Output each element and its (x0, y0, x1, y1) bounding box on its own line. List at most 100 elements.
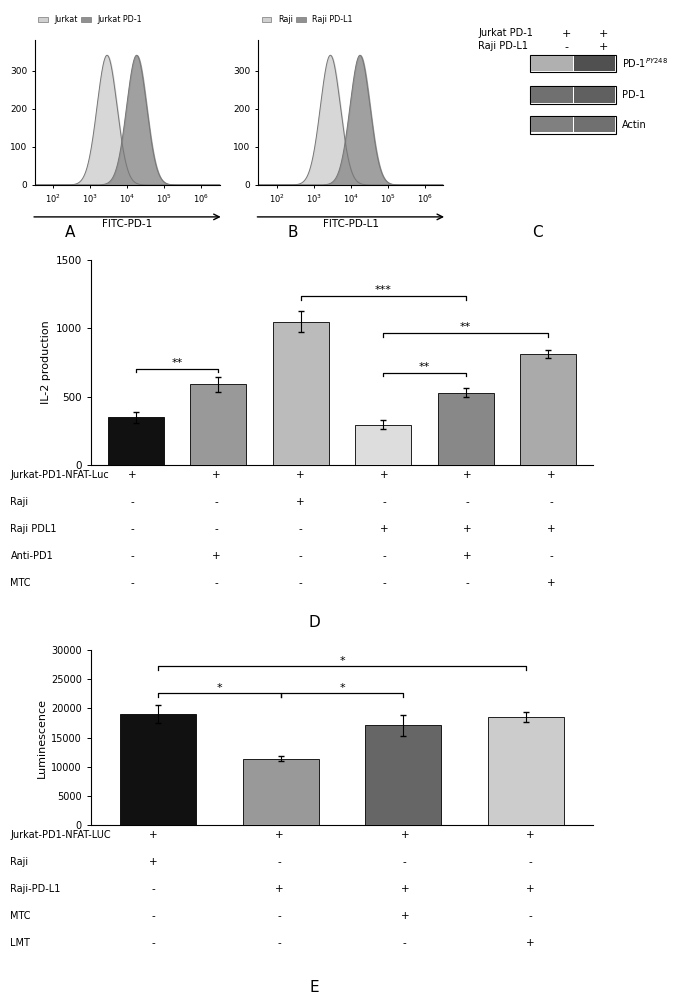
Text: +: + (463, 551, 472, 561)
Text: +: + (380, 470, 388, 480)
Text: -: - (466, 578, 470, 588)
Y-axis label: IL-2 production: IL-2 production (41, 321, 51, 404)
Text: +: + (401, 830, 409, 840)
Text: +: + (296, 470, 304, 480)
Text: -: - (528, 857, 533, 867)
X-axis label: FITC-PD-1: FITC-PD-1 (103, 219, 152, 229)
Bar (120, 714, 196, 825)
Text: -: - (298, 551, 302, 561)
Text: -: - (151, 884, 156, 894)
Text: -: - (214, 578, 218, 588)
Bar (191, 384, 246, 465)
Text: *: * (339, 683, 345, 693)
Bar (355, 425, 411, 465)
Y-axis label: Luminescence: Luminescence (37, 698, 47, 778)
Text: +: + (149, 830, 158, 840)
Text: -: - (549, 497, 554, 507)
Text: +: + (526, 884, 535, 894)
Text: -: - (382, 578, 386, 588)
Text: Raji: Raji (10, 497, 29, 507)
Bar (108, 417, 164, 465)
Text: Jurkat PD-1: Jurkat PD-1 (478, 28, 533, 38)
Text: +: + (547, 578, 556, 588)
Text: +: + (401, 884, 409, 894)
Text: LMT: LMT (10, 938, 30, 948)
Text: Jurkat-PD1-NFAT-Luc: Jurkat-PD1-NFAT-Luc (10, 470, 109, 480)
Bar (531, 56, 573, 71)
Text: Anti-PD1: Anti-PD1 (10, 551, 53, 561)
Bar (574, 56, 615, 71)
Bar (520, 354, 576, 465)
Bar (574, 117, 615, 132)
Text: Raji: Raji (10, 857, 29, 867)
Text: +: + (380, 524, 388, 534)
Text: +: + (599, 42, 609, 52)
Text: **: ** (419, 362, 430, 372)
Text: D: D (309, 615, 320, 630)
Text: *: * (339, 656, 345, 666)
Text: +: + (562, 29, 572, 39)
Text: -: - (277, 911, 281, 921)
Text: MTC: MTC (10, 911, 31, 921)
Bar (531, 117, 573, 132)
Text: +: + (275, 884, 283, 894)
Bar (530, 116, 616, 133)
Text: -: - (382, 497, 386, 507)
Text: -: - (403, 938, 407, 948)
Text: -: - (549, 551, 554, 561)
Text: Raji PD-L1: Raji PD-L1 (478, 41, 528, 51)
Text: +: + (275, 830, 283, 840)
Text: +: + (547, 470, 556, 480)
X-axis label: FITC-PD-L1: FITC-PD-L1 (322, 219, 379, 229)
Text: -: - (214, 524, 218, 534)
Text: -: - (277, 938, 281, 948)
Legend: Raji, Raji PD-L1: Raji, Raji PD-L1 (258, 12, 356, 28)
Text: -: - (214, 497, 218, 507)
Bar (530, 86, 616, 104)
Text: -: - (151, 938, 156, 948)
Bar (488, 717, 564, 825)
Text: -: - (277, 857, 281, 867)
Text: -: - (466, 497, 470, 507)
Text: +: + (296, 497, 304, 507)
Bar (531, 87, 573, 103)
Text: +: + (149, 857, 158, 867)
Text: +: + (401, 911, 409, 921)
Bar (574, 87, 615, 103)
Text: Jurkat-PD1-NFAT-LUC: Jurkat-PD1-NFAT-LUC (10, 830, 111, 840)
Text: -: - (298, 524, 302, 534)
Text: +: + (526, 830, 535, 840)
Text: -: - (151, 911, 156, 921)
Text: B: B (288, 225, 299, 240)
Text: A: A (65, 225, 75, 240)
Text: +: + (463, 470, 472, 480)
Text: -: - (403, 857, 407, 867)
Text: MTC: MTC (10, 578, 31, 588)
Text: +: + (463, 524, 472, 534)
Bar (438, 393, 493, 465)
Text: C: C (532, 225, 543, 240)
Bar (365, 725, 441, 825)
Bar (530, 55, 616, 72)
Text: -: - (528, 911, 533, 921)
Text: -: - (131, 524, 135, 534)
Text: +: + (526, 938, 535, 948)
Text: PD-1: PD-1 (623, 90, 646, 100)
Bar (243, 758, 319, 825)
Text: **: ** (172, 358, 183, 368)
Text: Actin: Actin (623, 120, 647, 130)
Text: -: - (131, 551, 135, 561)
Text: -: - (131, 578, 135, 588)
Text: *: * (216, 683, 222, 693)
Text: Raji-PD-L1: Raji-PD-L1 (10, 884, 61, 894)
Bar (273, 322, 329, 465)
Text: -: - (131, 497, 135, 507)
Text: Raji PDL1: Raji PDL1 (10, 524, 57, 534)
Text: -: - (382, 551, 386, 561)
Text: E: E (309, 980, 319, 995)
Text: **: ** (460, 322, 471, 332)
Text: +: + (599, 29, 609, 39)
Text: -: - (298, 578, 302, 588)
Text: -: - (565, 42, 569, 52)
Legend: Jurkat, Jurkat PD-1: Jurkat, Jurkat PD-1 (35, 12, 145, 28)
